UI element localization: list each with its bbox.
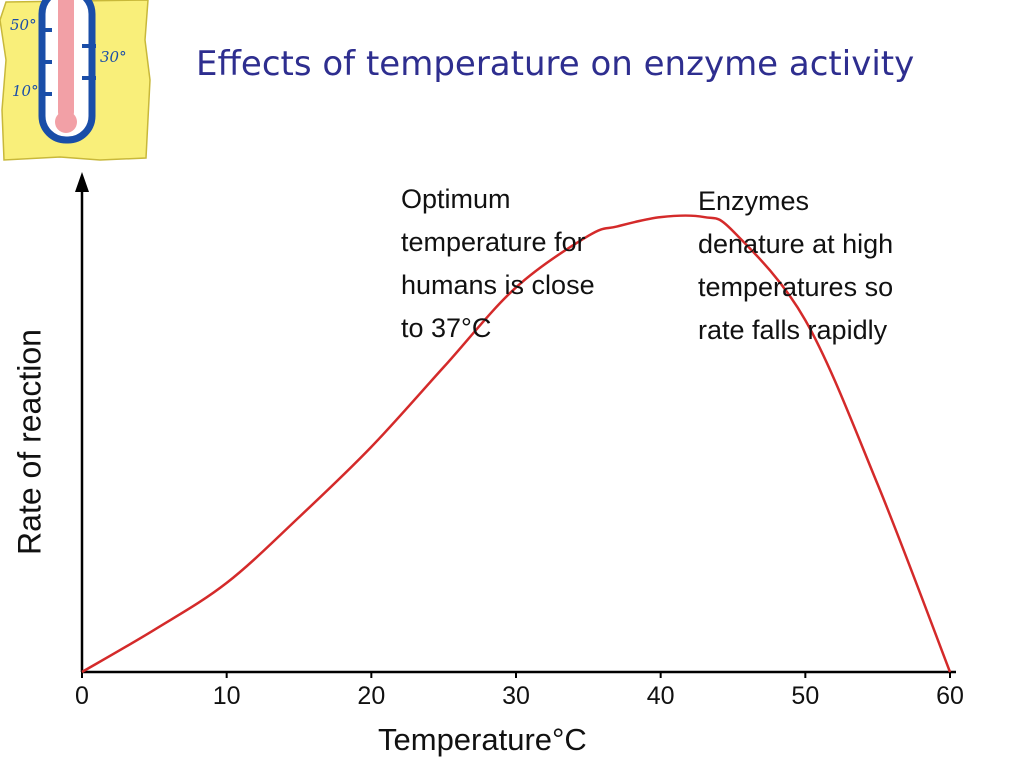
x-tick-label-30: 30 — [502, 682, 530, 710]
thermometer-card: 50° 30° 10° — [0, 0, 151, 161]
denature-annotation: Enzymes denature at high temperatures so… — [698, 186, 894, 345]
thermometer-icon — [38, 0, 96, 144]
x-axis-label: Temperature°C — [378, 722, 587, 757]
slide-title: Effects of temperature on enzyme activit… — [196, 44, 915, 84]
optimum-annotation: Optimum temperature for humans is close … — [401, 184, 595, 343]
x-tick-label-10: 10 — [212, 682, 241, 710]
x-tick-label-40: 40 — [646, 682, 675, 710]
x-axis-ticks — [81, 672, 951, 678]
rate-curve-line — [81, 214, 952, 674]
x-tick-label-60: 60 — [936, 682, 964, 710]
y-axis-label: Rate of reaction — [11, 329, 48, 555]
x-tick-label-20: 20 — [357, 682, 386, 710]
y-axis-arrowhead — [75, 172, 89, 192]
x-tick-label-0: 0 — [75, 682, 89, 710]
x-tick-label-50: 50 — [791, 682, 820, 710]
thermometer-label-10: 10° — [12, 82, 39, 100]
thermometer-label-50: 50° — [10, 16, 37, 34]
thermometer-label-30: 30° — [100, 48, 127, 66]
